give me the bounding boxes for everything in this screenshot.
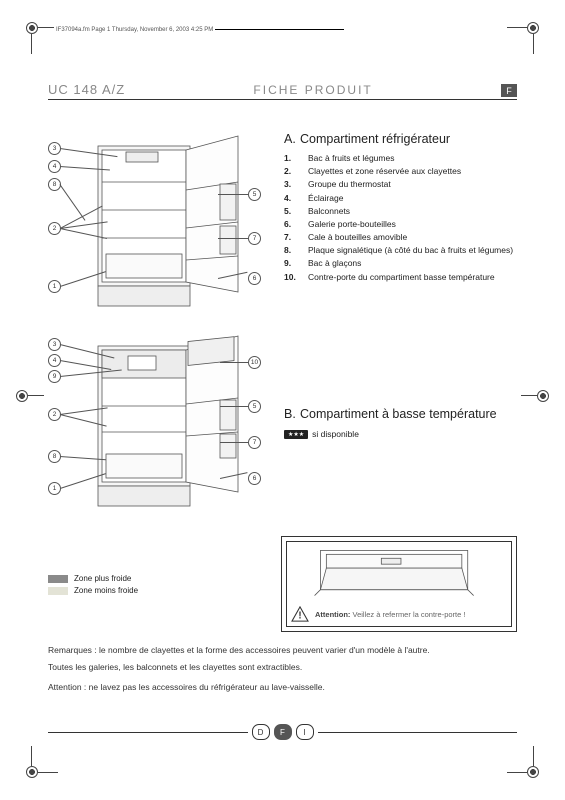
drawer-diagram [291, 546, 507, 600]
section-a: 3 4 8 2 1 5 7 6 [48, 132, 517, 314]
svg-text:!: ! [298, 610, 301, 621]
doc-title: FICHE PRODUIT [139, 83, 487, 97]
footnotes: Remarques : le nombre de clayettes et la… [48, 644, 517, 698]
callout-5: 5 [248, 188, 261, 201]
callout-b1: 1 [48, 482, 61, 495]
section-b: 3 4 9 2 8 1 10 5 [48, 332, 517, 514]
callout-6: 6 [248, 272, 261, 285]
pager-i[interactable]: I [296, 724, 314, 740]
stars-icon: ★★★ [284, 430, 308, 439]
model-code: UC 148 A/Z [48, 82, 125, 97]
callout-b6: 6 [248, 472, 261, 485]
zone-cold-label: Zone plus froide [74, 574, 131, 583]
pager-d[interactable]: D [252, 724, 270, 740]
title-bar: UC 148 A/Z FICHE PRODUIT F [48, 82, 517, 100]
callout-b7: 7 [248, 436, 261, 449]
language-pager: D F I [48, 724, 517, 740]
section-b-subnote: ★★★ si disponible [284, 429, 517, 439]
language-badge: F [501, 84, 517, 97]
section-b-title: B.Compartiment à basse température [284, 407, 517, 421]
zone-less-label: Zone moins froide [74, 586, 138, 595]
zone-legend: Zone plus froide Zone moins froide [48, 574, 138, 598]
zone-less-swatch [48, 587, 68, 595]
callout-b5: 5 [248, 400, 261, 413]
pager-f[interactable]: F [274, 724, 292, 740]
callout-1: 1 [48, 280, 61, 293]
section-a-list: 1.Bac à fruits et légumes 2.Clayettes et… [284, 152, 517, 284]
pdf-header: IF37094a.fm Page 1 Thursday, November 6,… [54, 27, 215, 33]
warning-text: Veillez à refermer la contre-porte ! [353, 610, 466, 619]
warning-icon: ! [291, 606, 309, 622]
callout-7: 7 [248, 232, 261, 245]
section-a-title: A.Compartiment réfrigérateur [284, 132, 517, 146]
warning-box: ! Attention: Veillez à refermer la contr… [281, 536, 517, 632]
zone-cold-swatch [48, 575, 68, 583]
warning-label: Attention: [315, 610, 350, 619]
callout-b10: 10 [248, 356, 261, 369]
